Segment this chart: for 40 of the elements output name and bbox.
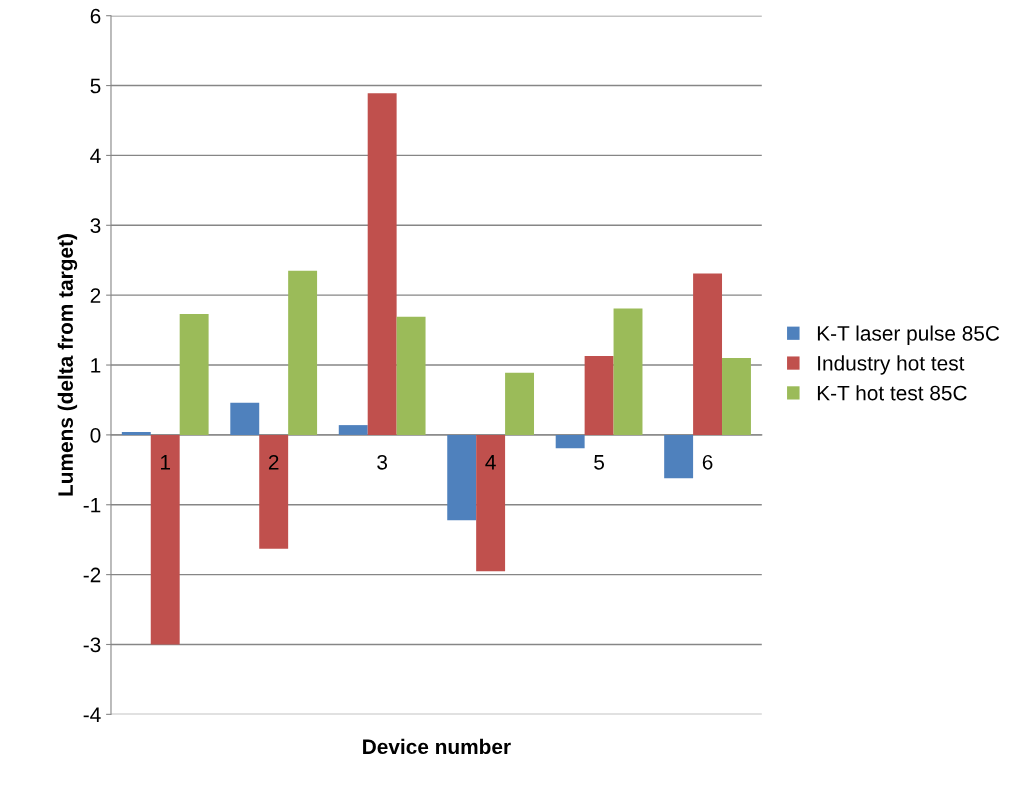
y-tick-label: -2	[83, 567, 101, 583]
bar	[505, 372, 535, 435]
y-tick-label: 1	[91, 358, 101, 373]
bar	[121, 432, 151, 435]
y-tick-label: 6	[90, 8, 101, 24]
x-tick-label: 2	[268, 454, 279, 470]
bar	[338, 425, 368, 435]
x-tick-label: 3	[377, 454, 388, 470]
bar	[447, 434, 477, 521]
x-tick-label: 4	[485, 455, 496, 470]
bar	[179, 314, 209, 435]
bar	[722, 358, 751, 435]
legend-label: K-T hot test 85C	[817, 385, 967, 401]
y-tick-label: 3	[90, 218, 101, 234]
bar	[613, 308, 643, 435]
bar	[693, 273, 723, 435]
y-tick-label: -3	[83, 637, 101, 653]
bar	[584, 355, 614, 435]
bar	[367, 93, 397, 435]
bar	[664, 434, 694, 479]
x-tick-label: 5	[594, 455, 605, 470]
y-tick-label: -1	[83, 497, 101, 513]
bar	[150, 434, 180, 645]
bar	[288, 270, 318, 435]
y-tick-label: 4	[90, 148, 101, 163]
bar	[396, 316, 426, 435]
legend-label: Industry hot test	[818, 355, 965, 375]
x-axis-title: Device number	[363, 738, 511, 755]
x-tick-label: 6	[702, 454, 713, 470]
y-tick-label: 5	[90, 78, 101, 94]
bar	[259, 434, 289, 549]
bar	[230, 402, 260, 435]
bar	[555, 434, 585, 449]
y-axis-title: Lumens (delta from target)	[57, 234, 78, 496]
y-tick-label: 0	[90, 427, 101, 443]
y-tick-label: 2	[90, 288, 101, 303]
legend-label: K-T laser pulse 85C	[817, 325, 1000, 345]
bar	[476, 434, 506, 572]
x-tick-label: 1	[161, 455, 170, 470]
y-tick-label: -4	[83, 707, 101, 722]
